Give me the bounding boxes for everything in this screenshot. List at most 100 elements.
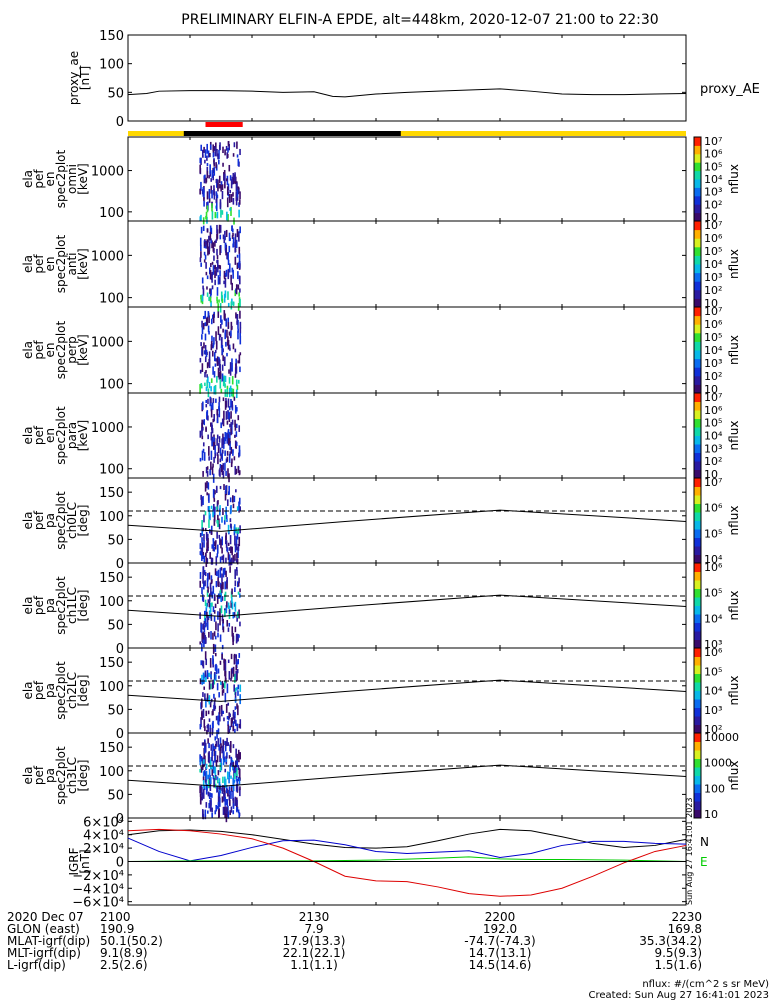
- ch3LC-flux-mark: [204, 746, 206, 754]
- omni-flux-mark: [210, 178, 213, 182]
- para-flux-mark: [213, 414, 215, 422]
- anti-colorbar-segment: [694, 221, 701, 231]
- ch2LC-flux-mark: [212, 720, 214, 729]
- ch3LC-ylabel: ch3LC: [65, 757, 79, 794]
- ch1LC-flux-mark: [212, 606, 215, 612]
- ch0LC-flux-mark: [224, 490, 227, 501]
- perp-flux-mark: [221, 337, 223, 347]
- ch1LC-flux-mark: [231, 597, 233, 603]
- ch2LC-flux-mark: [229, 713, 231, 718]
- ch3LC-flux-mark: [201, 742, 204, 746]
- ch3LC-flux-mark: [216, 779, 219, 784]
- ch2LC-flux-mark: [207, 710, 210, 715]
- ch0LC-flux-mark: [234, 553, 236, 561]
- para-flux-mark: [224, 401, 227, 410]
- ch3LC-flux-mark: [199, 769, 201, 773]
- ch0LC-flux-mark: [229, 518, 232, 523]
- ch1LC-flux-mark: [214, 568, 217, 576]
- omni-colorbar-tick: 10²: [704, 198, 722, 211]
- ch0LC-flux-mark: [226, 499, 229, 507]
- ch0LC-flux-mark: [206, 542, 208, 552]
- ch2LC-flux-mark: [235, 661, 238, 669]
- ch0LC-ytick-label: 0: [116, 557, 124, 572]
- para-flux-mark: [205, 399, 207, 404]
- ch1LC-flux-mark: [237, 633, 239, 642]
- footer-row-value: 50.1(50.2): [100, 934, 163, 948]
- ch3LC-flux-mark: [234, 765, 237, 772]
- anti-flux-mark: [200, 262, 202, 267]
- ch3LC-flux-mark: [220, 758, 222, 764]
- ch3LC-flux-mark: [237, 765, 240, 771]
- ch0LC-colorbar-segment: [694, 546, 701, 555]
- omni-flux-mark: [215, 191, 218, 196]
- ch2LC-flux-mark: [223, 660, 226, 671]
- anti-flux-mark: [228, 245, 231, 253]
- ch2LC-flux-mark: [203, 719, 206, 728]
- ch1LC-flux-mark: [238, 634, 240, 638]
- para-flux-mark: [201, 450, 204, 461]
- ch0LC-flux-mark: [213, 513, 216, 522]
- ch1LC-flux-mark: [215, 580, 218, 588]
- ch3LC-flux-mark: [236, 783, 239, 791]
- ch2LC-flux-mark: [224, 670, 227, 680]
- ch3LC-flux-mark: [233, 779, 236, 783]
- para-flux-mark: [210, 422, 213, 431]
- ch0LC-flux-mark: [238, 536, 241, 547]
- ch1LC-flux-mark: [207, 573, 209, 582]
- ch3LC-flux-mark: [212, 765, 215, 774]
- omni-ylabel: omni: [65, 164, 79, 194]
- ch3LC-flux-mark: [204, 814, 207, 820]
- ch0LC-flux-mark: [203, 555, 206, 563]
- perp-colorbar-tick: 10³: [704, 357, 722, 370]
- ch2LC-flux-mark: [222, 683, 225, 688]
- perp-flux-mark: [222, 377, 225, 387]
- ch3LC-flux-mark: [204, 770, 206, 776]
- ch1LC-flux-mark: [217, 611, 219, 620]
- para-flux-mark: [234, 423, 237, 431]
- ch2LC-flux-mark: [216, 729, 218, 739]
- anti-flux-mark: [225, 229, 228, 237]
- ch1LC-flux-mark: [239, 593, 241, 598]
- omni-flux-mark: [225, 145, 228, 151]
- omni-flux-mark: [214, 147, 217, 152]
- ch3LC-flux-mark: [214, 810, 217, 815]
- ch0LC-flux-mark: [212, 539, 215, 549]
- anti-flux-mark: [232, 237, 235, 248]
- ch0LC-flux-mark: [236, 558, 239, 565]
- perp-flux-mark: [221, 364, 224, 371]
- anti-flux-mark: [202, 225, 205, 231]
- para-flux-mark: [203, 452, 206, 461]
- anti-flux-mark: [206, 292, 209, 297]
- ch0LC-flux-mark: [236, 506, 239, 512]
- ch2LC-colorbar-segment: [694, 690, 701, 700]
- anti-flux-mark: [238, 246, 241, 251]
- perp-flux-mark: [239, 335, 242, 345]
- anti-flux-mark: [203, 241, 206, 247]
- ch1LC-flux-mark: [219, 567, 222, 578]
- para-flux-mark: [208, 456, 210, 461]
- ch3LC-flux-mark: [232, 777, 235, 788]
- ch1LC-flux-mark: [209, 582, 212, 590]
- ch1LC-flux-mark: [210, 613, 213, 621]
- omni-flux-mark: [232, 174, 235, 185]
- anti-ylabel: pef: [32, 254, 46, 274]
- omni-flux-mark: [206, 143, 209, 154]
- ch3LC-flux-mark: [211, 793, 213, 798]
- perp-flux-mark: [220, 315, 222, 323]
- ch3LC-flux-mark: [210, 792, 212, 798]
- omni-flux-mark: [229, 207, 231, 211]
- anti-flux-mark: [223, 239, 226, 244]
- ch1LC-colorbar-segment: [694, 588, 701, 598]
- perp-flux-mark: [199, 369, 202, 374]
- ch2LC-colorbar-tick: 10⁵: [704, 665, 722, 678]
- ch2LC-flux-mark: [235, 654, 237, 664]
- ch0LC-flux-mark: [204, 528, 207, 532]
- ch3LC-flux-mark: [232, 744, 235, 749]
- perp-flux-mark: [204, 322, 207, 327]
- ch1LC-flux-mark: [213, 594, 216, 601]
- ch3LC-colorbar-segment: [694, 775, 701, 785]
- omni-flux-mark: [236, 154, 239, 158]
- ch2LC-ylabel: ch2LC: [65, 672, 79, 709]
- para-flux-mark: [227, 430, 230, 440]
- omni-flux-mark: [236, 141, 238, 149]
